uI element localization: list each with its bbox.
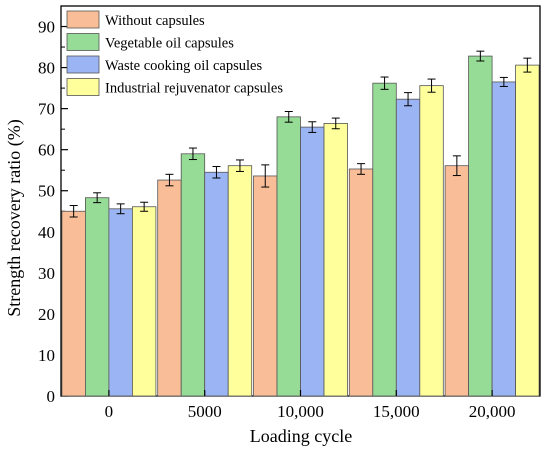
y-tick-label: 70 xyxy=(38,100,55,119)
bar xyxy=(444,165,470,397)
bar xyxy=(131,206,157,397)
legend-swatch xyxy=(66,78,100,96)
bar xyxy=(323,123,348,397)
bar xyxy=(157,179,182,397)
bar xyxy=(61,210,86,397)
y-tick-label: 60 xyxy=(38,141,55,160)
legend-label: Without capsules xyxy=(105,13,205,29)
legend-label: Waste cooking oil capsules xyxy=(105,58,262,74)
bar xyxy=(227,165,253,397)
y-tick-label: 90 xyxy=(38,18,55,37)
x-axis-label: Loading cycle xyxy=(250,426,352,446)
x-tick-label: 0 xyxy=(105,402,114,421)
y-tick-label: 30 xyxy=(38,264,55,283)
bar xyxy=(253,175,278,397)
legend-label: Industrial rejuvenator capsules xyxy=(105,81,283,97)
legend: Without capsules Vegetable oil capsules Wa… xyxy=(66,10,283,97)
x-tick-label: 20,000 xyxy=(469,402,516,421)
bar xyxy=(468,55,493,397)
legend-swatch xyxy=(66,10,100,29)
bar xyxy=(300,126,325,397)
y-tick-label: 20 xyxy=(38,305,55,324)
y-axis-label: Strength recovery ratio (%) xyxy=(4,119,25,316)
legend-swatch xyxy=(66,55,100,74)
bar xyxy=(348,168,374,397)
y-tick-label: 0 xyxy=(47,387,56,406)
plot-area: 0 10 20 30 40 50 60 70 80 90 0 5000 10,000 15,000 20,0… xyxy=(38,5,541,421)
bar xyxy=(491,81,517,397)
y-tick-label: 50 xyxy=(38,182,55,201)
y-tick-label: 80 xyxy=(38,59,55,78)
bar xyxy=(180,153,206,397)
x-tick-label: 10,000 xyxy=(277,402,324,421)
bar xyxy=(395,98,421,397)
bar xyxy=(515,64,540,397)
bar xyxy=(276,116,301,397)
legend-swatch xyxy=(66,33,100,51)
bar xyxy=(204,171,229,397)
bar xyxy=(419,85,444,397)
y-tick-label: 10 xyxy=(38,346,55,365)
bar xyxy=(108,208,133,397)
bar xyxy=(85,197,110,397)
bar xyxy=(372,82,397,397)
y-tick-label: 40 xyxy=(38,223,55,242)
x-tick-label: 5000 xyxy=(188,402,222,421)
x-tick-label: 15,000 xyxy=(373,402,420,421)
legend-label: Vegetable oil capsules xyxy=(105,36,234,52)
